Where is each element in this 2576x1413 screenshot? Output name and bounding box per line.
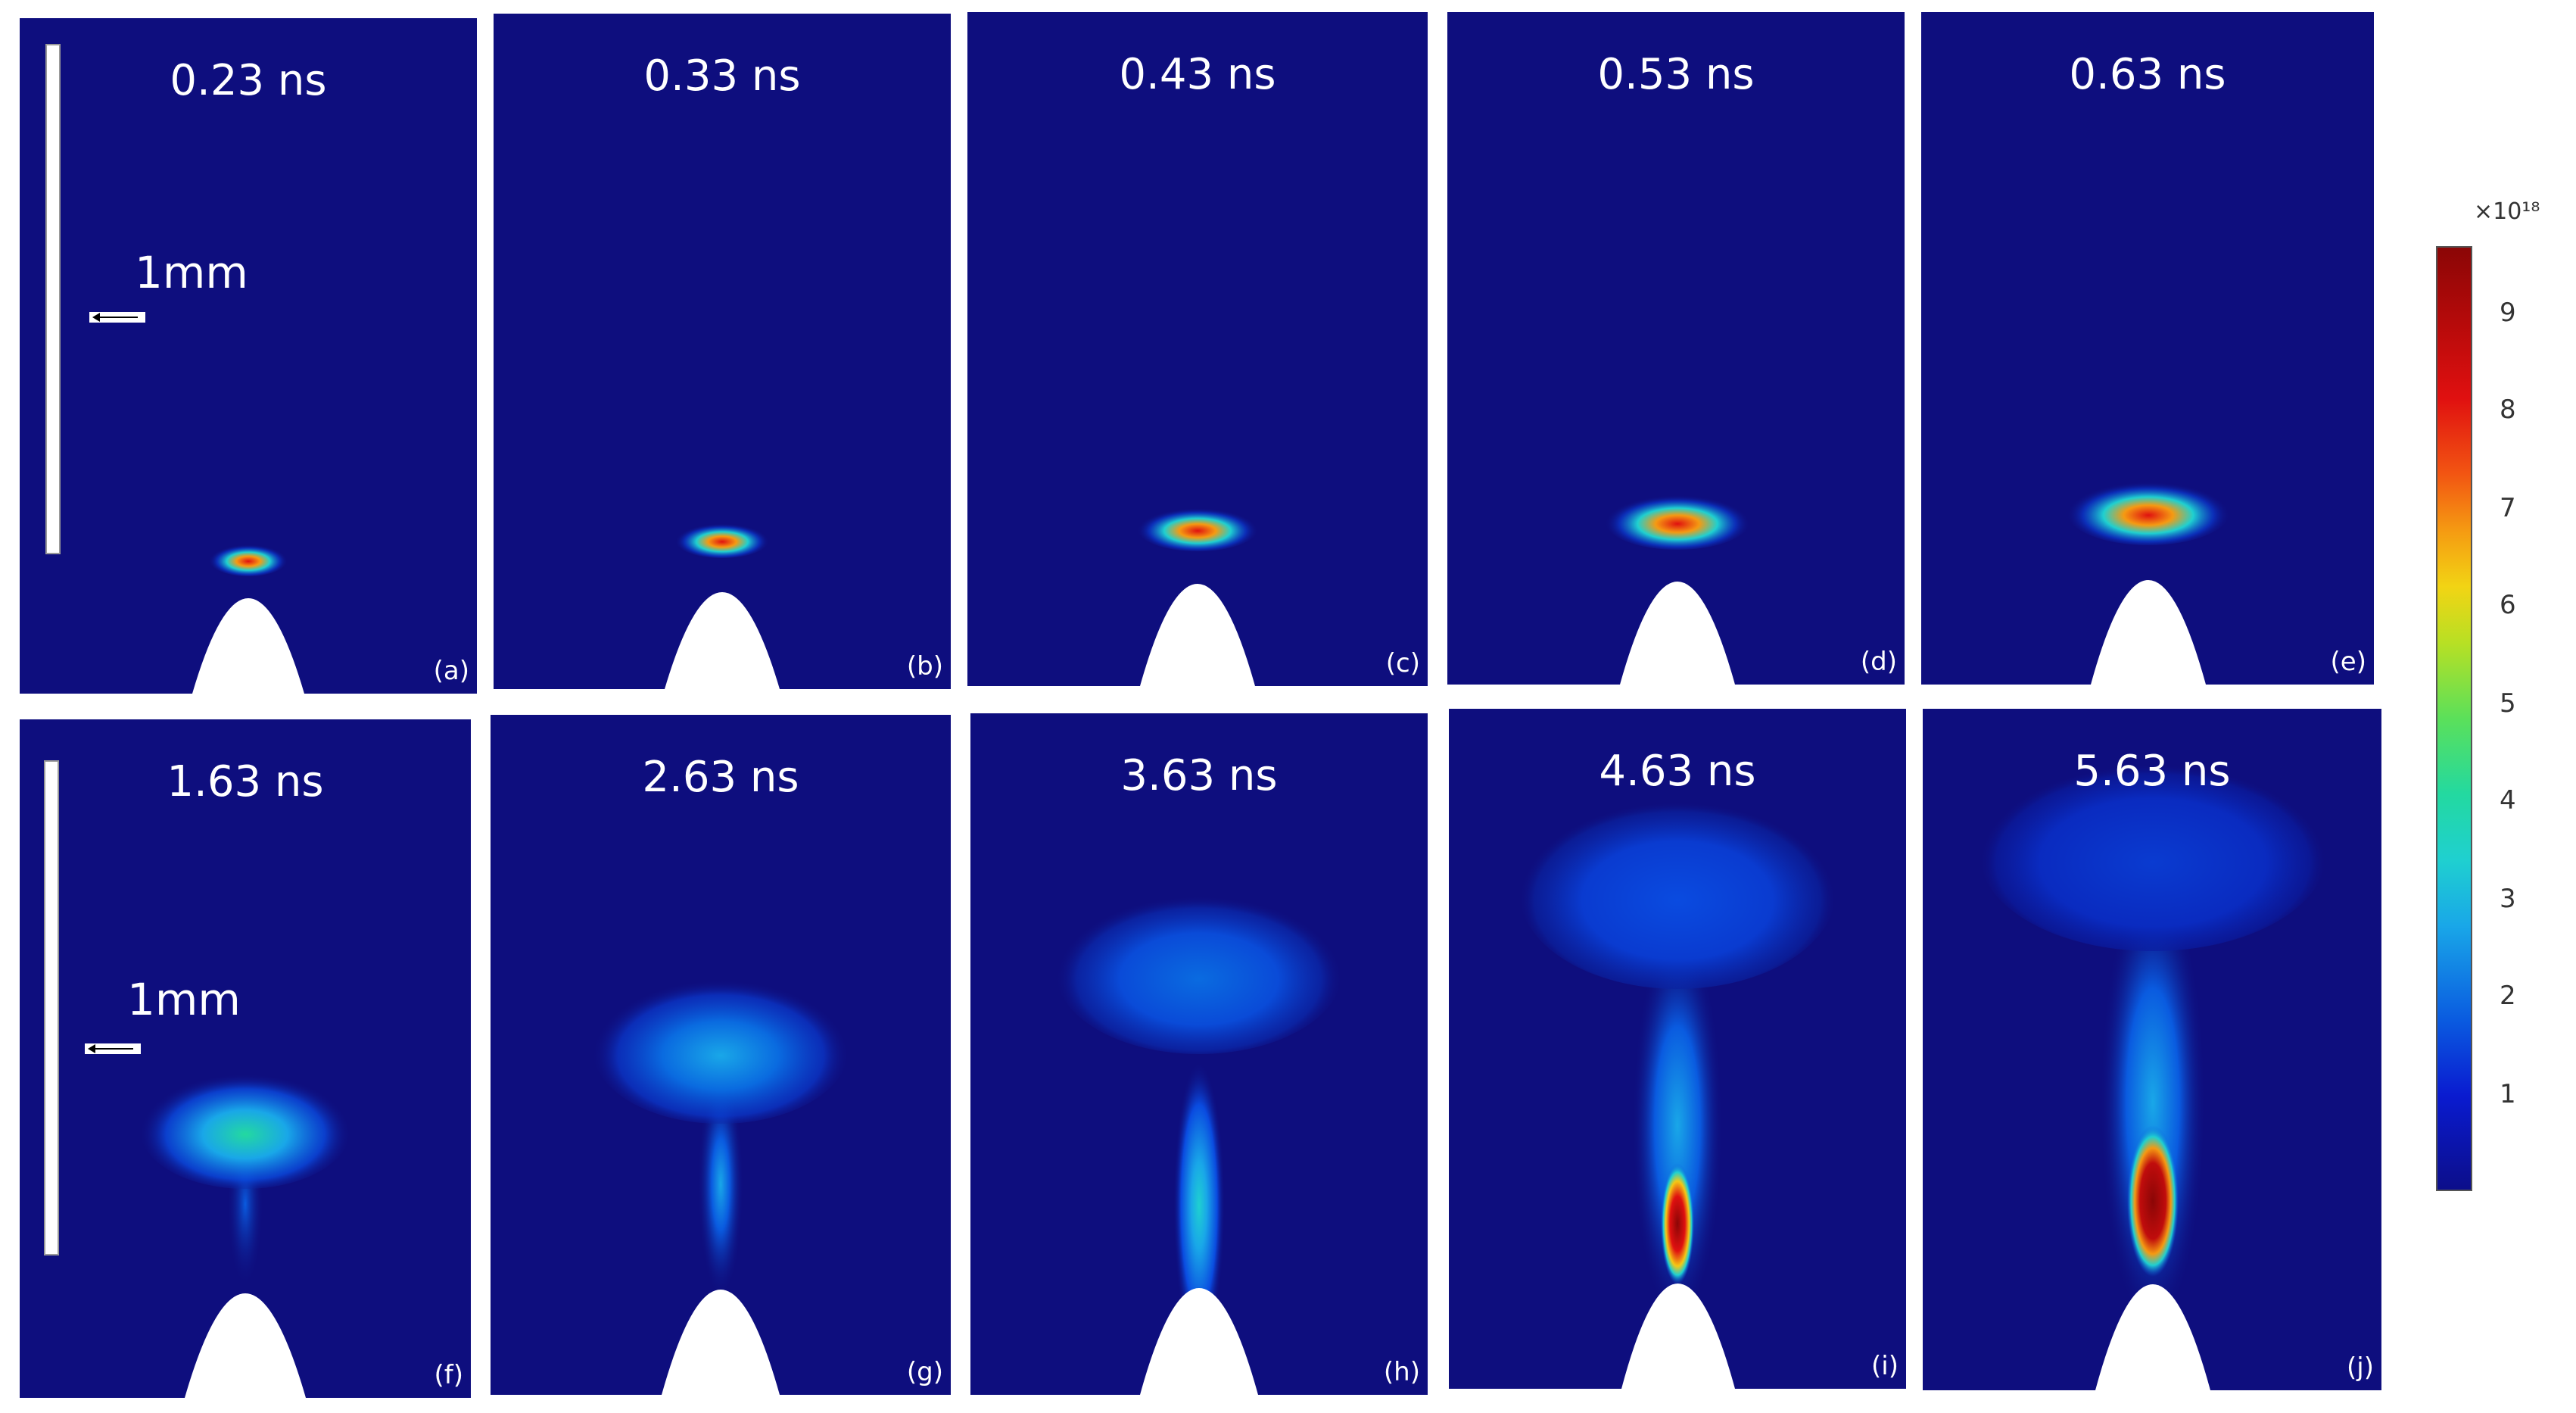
panel-time: 2.63 ns [642, 753, 799, 802]
plasma-head [1519, 792, 1836, 989]
electrode-tip [1140, 584, 1255, 686]
colorbar-gradient [2436, 246, 2472, 1191]
plasma-channel [1632, 928, 1723, 1322]
scale-ruler [44, 760, 59, 1255]
panel-time: 0.43 ns [1119, 50, 1276, 99]
scale-arrow-icon [85, 1043, 141, 1054]
plasma-plot-e [2067, 479, 2230, 685]
panel-label: (b) [906, 651, 943, 682]
plasma-channel [2100, 875, 2206, 1330]
colorbar-tick: 9 [2500, 298, 2516, 328]
plasma-head [139, 1068, 351, 1189]
panel-i: 4.63 ns (i) [1449, 709, 1906, 1389]
panel-label: (h) [1383, 1357, 1420, 1387]
plasma-channel [1173, 1062, 1225, 1349]
colorbar-tick: 6 [2500, 590, 2516, 620]
electrode-tip [665, 592, 780, 689]
scale-arrow-icon [89, 312, 145, 323]
plasma-head [2067, 479, 2230, 545]
panel-label: (j) [2347, 1352, 2374, 1383]
colorbar-tick: 7 [2500, 493, 2516, 523]
colorbar-tick: 3 [2500, 884, 2516, 914]
scale-label: 1mm [135, 247, 248, 298]
plasma-hotspot [2127, 1125, 2179, 1277]
plasma-plot-j [1979, 754, 2327, 1390]
electrode-tip [662, 1290, 780, 1395]
electrode-tip [192, 598, 304, 694]
scale-ruler [45, 44, 61, 554]
colorbar-multiplier: ×10¹⁸ [2474, 198, 2540, 225]
plasma-plot-f [139, 1068, 351, 1398]
colorbar-tick: 2 [2500, 981, 2516, 1011]
electrode-tip [1620, 582, 1735, 685]
panel-j: 5.63 ns (j) [1923, 709, 2381, 1390]
plasma-head [1605, 492, 1750, 550]
colorbar-tick: 4 [2500, 785, 2516, 816]
panel-h: 3.63 ns (h) [970, 713, 1428, 1395]
scale-label: 1mm [127, 974, 241, 1025]
plasma-plot-b [665, 522, 780, 689]
colorbar: 9 8 7 6 5 4 3 2 1 [2436, 246, 2516, 1191]
plasma-hotspot [1661, 1163, 1694, 1284]
plasma-head [1979, 754, 2327, 951]
panel-label: (g) [906, 1357, 943, 1387]
panel-time: 0.33 ns [643, 51, 801, 101]
plasma-head [1137, 506, 1258, 551]
panel-label: (a) [433, 656, 469, 686]
panel-time: 3.63 ns [1120, 751, 1278, 800]
panel-b: 0.33 ns (b) [494, 14, 951, 689]
panel-d: 0.53 ns (d) [1447, 12, 1905, 685]
electrode-tip [185, 1293, 306, 1398]
panel-time: 0.63 ns [2069, 50, 2226, 99]
electrode-tip [2091, 580, 2206, 685]
electrode-tip [1621, 1284, 1735, 1389]
colorbar-tick: 1 [2500, 1079, 2516, 1109]
panel-label: (e) [2330, 647, 2366, 677]
plasma-head [1055, 887, 1343, 1054]
plasma-plot-i [1519, 792, 1836, 1389]
panel-label: (i) [1871, 1351, 1899, 1381]
panel-a: 1mm 0.23 ns (a) [20, 18, 477, 694]
panel-c: 0.43 ns (c) [967, 12, 1428, 686]
plasma-head [675, 522, 769, 558]
plasma-channel [698, 1071, 743, 1298]
plasma-plot-a [192, 543, 304, 694]
colorbar-tick: 5 [2500, 688, 2516, 719]
electrode-tip [1140, 1288, 1258, 1395]
panel-time: 4.63 ns [1599, 747, 1756, 796]
panel-time: 1.63 ns [167, 757, 324, 806]
plasma-plot-h [1055, 887, 1343, 1395]
panel-f: 1mm 1.63 ns (f) [20, 719, 471, 1398]
colorbar-tick: 8 [2500, 395, 2516, 425]
panel-label: (f) [434, 1360, 464, 1390]
panel-time: 5.63 ns [2073, 747, 2231, 796]
panel-time: 0.53 ns [1597, 50, 1755, 99]
panel-e: 0.63 ns (e) [1921, 12, 2374, 685]
panel-label: (c) [1385, 648, 1420, 678]
panel-label: (d) [1860, 647, 1897, 677]
plasma-plot-c [1137, 506, 1258, 686]
plasma-head [592, 972, 849, 1124]
plasma-head [209, 543, 288, 576]
plasma-plot-d [1605, 492, 1750, 685]
panel-time: 0.23 ns [170, 56, 327, 105]
plasma-plot-g [592, 972, 849, 1395]
panel-g: 2.63 ns (g) [491, 715, 951, 1395]
electrode-tip [2095, 1284, 2210, 1390]
